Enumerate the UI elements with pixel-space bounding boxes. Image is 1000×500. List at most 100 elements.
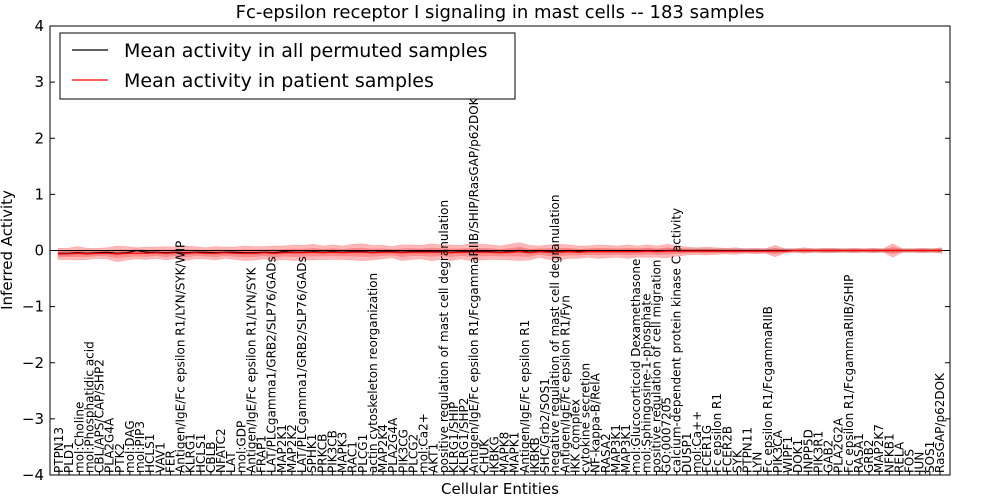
entity-label: positive regulation of mast cell degranu… (437, 200, 451, 473)
y-tick-label: 3 (34, 73, 44, 91)
entity-label: MAP2K2 (285, 424, 299, 473)
entity-label: DOK1 (791, 439, 805, 473)
entity-label: Antigen/IgE/Fc epsilon R1/Fyn (558, 295, 572, 473)
chart-title: Fc-epsilon receptor I signaling in mast … (236, 2, 765, 23)
entity-label: LAT (224, 451, 238, 473)
entity-label: IKBKG (487, 436, 501, 473)
entity-label: CBLB (204, 441, 218, 473)
entity-label: PLA2G2A (832, 417, 846, 473)
entity-label: LAT/PLCgamma1/GRB2/SLP76/GADs (295, 256, 309, 473)
legend: Mean activity in all permuted samples Me… (59, 32, 516, 100)
entity-label: IKBKB (528, 437, 542, 473)
entity-label: WIPF1 (781, 436, 795, 473)
entity-label: JUN (913, 452, 927, 474)
y-tick-label: 0 (34, 242, 44, 260)
y-tick-label: −3 (22, 410, 44, 428)
entity-label: FER (163, 450, 177, 473)
entity-label: GRB2 (862, 439, 876, 473)
entity-label: MAP3K1 (609, 424, 623, 473)
entity-label: GO:0007205 (660, 397, 674, 473)
entity-label: PTPN13 (52, 427, 66, 473)
entity-label: NF-kappa-B/RelA (589, 372, 603, 473)
entity-label: PIK3R1 (812, 431, 826, 473)
entity-label: PIK3CG (396, 429, 410, 473)
entity-label: DUSP1 (680, 432, 694, 473)
plot-area (50, 242, 950, 262)
entity-label: PLCG2 (406, 434, 420, 473)
entity-label: positive regulation of cell migration (650, 260, 664, 473)
entity-label: PIK3CA (771, 429, 785, 473)
entity-label: MAP2K1 (275, 424, 289, 473)
entity-label: KLRG1/SHIP (447, 402, 461, 473)
entity-label: RasGAP/p62DOK (933, 372, 947, 473)
entity-label: MAPK3 (336, 432, 350, 473)
y-tick-label: −4 (22, 466, 44, 484)
entity-label: mol:Glucocorticoid Dexamethasone (629, 259, 643, 473)
entity-label: Antigen/IgE/Fc epsilon R1/LYN/SYK (244, 266, 258, 473)
entity-label: mol:Sphingosine-1-phosphate (639, 294, 653, 474)
entity-label: FRAP1 (255, 435, 269, 473)
entity-label: HCLS1 (194, 434, 208, 473)
entity-label: Antigen/IgE/Fc epsilon R1/LYN/SYK/WIP (174, 241, 188, 473)
entity-label: PLD1 (62, 442, 76, 473)
y-tick-label: 2 (34, 129, 44, 147)
entity-label: Antigen/IgE/Fc epsilon R1/FcgammaRIIB/SH… (467, 96, 481, 473)
entity-label: PTK2 (113, 443, 127, 473)
entity-label: RELA (893, 441, 907, 473)
entity-label: LAT/PLCgamma1/GRB2/SLP76/GADs (265, 256, 279, 473)
entity-label: mol:Choline (72, 402, 86, 473)
entity-label: negative regulation of mast cell degranu… (548, 194, 562, 473)
entity-label: CHUK (477, 438, 491, 473)
entity-label: SOS1 (923, 441, 937, 473)
entity-label: PRKCB (315, 434, 329, 473)
entity-label: CBL/APS/CAP/SHP2 (93, 359, 107, 473)
y-tick-label: 4 (34, 17, 44, 35)
entity-label: RASA1 (852, 433, 866, 473)
entity-label: MAPK1 (508, 432, 522, 473)
entity-label: PIK3CB (325, 430, 339, 473)
entity-label: MAP2K4 (376, 424, 390, 473)
entity-label: INPP5D (801, 429, 815, 473)
entity-label: cytokine secretion (579, 363, 593, 473)
y-tick-label: 1 (34, 185, 44, 203)
entity-label: PTPN11 (741, 427, 755, 473)
entity-label: mol:DAG (123, 420, 137, 473)
entity-label: MAP3K1 (619, 424, 633, 473)
entity-label: mol:GDP (234, 421, 248, 473)
entity-label: AKT1 (427, 443, 441, 473)
x-axis-label: Cellular Entities (441, 480, 559, 498)
y-tick-label: −2 (22, 354, 44, 372)
entity-label: KLRG1/SHP2 (457, 398, 471, 473)
legend-patient-label: Mean activity in patient samples (124, 70, 434, 92)
entity-label: mol:Phosphatidic acid (82, 341, 96, 473)
legend-box (59, 32, 516, 100)
entity-label: Fc epsilon R1/FcgammaRIIB/SHIP (842, 275, 856, 473)
entity-label: SHC/Grb2/SOS1 (538, 378, 552, 473)
entity-label: PLA2G4A (386, 417, 400, 473)
entity-label: Antigen/IgE/Fc epsilon R1 (518, 320, 532, 473)
entity-label: Fc epsilon R1/FcgammaRIIB (761, 306, 775, 473)
y-axis-label: Inferred Activity (0, 190, 16, 310)
entity-label: actin cytoskeleton reorganization (366, 273, 380, 473)
entity-label: FOS (903, 449, 917, 473)
entity-label: KLRG1 (184, 433, 198, 473)
entity-label: PLA2G4A (103, 417, 117, 473)
entity-label: IKK complex (568, 399, 582, 473)
entity-label: HCLS1 (143, 434, 157, 473)
entity-label: mol:PIP3 (133, 421, 147, 473)
entity-label: SPHK1 (305, 434, 319, 473)
entity-label: SYK (731, 449, 745, 473)
legend-permuted-label: Mean activity in all permuted samples (124, 40, 487, 62)
entity-label: FCER1G (700, 425, 714, 473)
entity-label: FCER2B (720, 426, 734, 473)
entity-label: mol:Ca2+ (417, 413, 431, 473)
entity-label: NFATC2 (214, 428, 228, 473)
entity-label: LYN (751, 452, 765, 473)
y-axis: 4 3 2 1 0 −1 −2 −3 −4 (22, 17, 950, 484)
entity-label: PLCG1 (356, 434, 370, 473)
entity-label: MAPK8 (498, 432, 512, 473)
entity-label: RAC1 (346, 441, 360, 473)
entity-label: MAP2K7 (872, 424, 886, 473)
y-tick-label: −1 (22, 298, 44, 316)
